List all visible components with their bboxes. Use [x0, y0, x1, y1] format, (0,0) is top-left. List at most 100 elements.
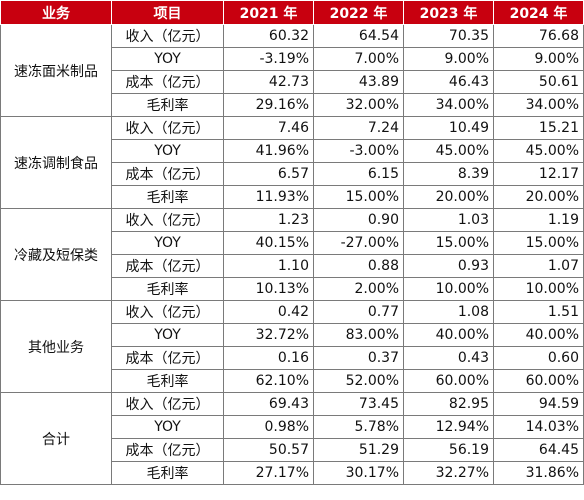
- forecast-table: 业务 项目 2021 年 2022 年 2023 年 2024 年 速冻面米制品…: [0, 0, 584, 485]
- value-cell: 40.00%: [493, 323, 584, 347]
- table-row: 成本（亿元） 42.73 43.89 46.43 50.61: [1, 70, 584, 94]
- metric-label-cell: 收入（亿元）: [111, 392, 224, 416]
- table-row: 冷藏及短保类 收入（亿元） 1.23 0.90 1.03 1.19: [0, 208, 584, 301]
- value-cell: 12.17: [493, 162, 584, 186]
- business-name-cell: 速冻面米制品: [0, 24, 112, 117]
- value-cell: 40.00%: [403, 323, 494, 347]
- table-row: YOY -3.19% 7.00% 9.00% 9.00%: [1, 47, 584, 71]
- value-cell: -27.00%: [313, 231, 404, 255]
- value-cell: 42.73: [223, 70, 314, 94]
- header-item: 项目: [111, 0, 224, 25]
- value-cell: 20.00%: [493, 185, 584, 209]
- value-cell: 1.10: [223, 254, 314, 278]
- metric-label-cell: 成本（亿元）: [111, 70, 224, 94]
- header-year-2022: 2022 年: [313, 0, 404, 25]
- value-cell: 29.16%: [223, 93, 314, 117]
- value-cell: 1.08: [403, 300, 494, 324]
- metric-label-cell: YOY: [111, 47, 224, 71]
- header-year-2023: 2023 年: [403, 0, 494, 25]
- metric-label-cell: 毛利率: [111, 461, 224, 485]
- metric-label-cell: YOY: [111, 415, 224, 439]
- table-row: 毛利率 27.17% 30.17% 32.27% 31.86%: [1, 461, 584, 485]
- value-cell: 0.98%: [223, 415, 314, 439]
- table-row: YOY 0.98% 5.78% 12.94% 14.03%: [1, 415, 584, 439]
- value-cell: 7.24: [313, 116, 404, 140]
- value-cell: 15.00%: [493, 231, 584, 255]
- header-business: 业务: [0, 0, 112, 25]
- table-row: 成本（亿元） 0.16 0.37 0.43 0.60: [1, 346, 584, 370]
- value-cell: 20.00%: [403, 185, 494, 209]
- value-cell: 30.17%: [313, 461, 404, 485]
- value-cell: 64.45: [493, 438, 584, 462]
- value-cell: 34.00%: [493, 93, 584, 117]
- value-cell: 15.21: [493, 116, 584, 140]
- metric-label-cell: 收入（亿元）: [111, 300, 224, 324]
- value-cell: -3.19%: [223, 47, 314, 71]
- value-cell: 12.94%: [403, 415, 494, 439]
- metric-label-cell: YOY: [111, 139, 224, 163]
- business-name-cell: 冷藏及短保类: [0, 208, 112, 301]
- value-cell: 15.00%: [403, 231, 494, 255]
- metric-label-cell: 收入（亿元）: [111, 116, 224, 140]
- table-row: 速冻面米制品 收入（亿元） 60.32 64.54 70.35 76.68: [0, 24, 584, 117]
- value-cell: 94.59: [493, 392, 584, 416]
- value-cell: 0.16: [223, 346, 314, 370]
- metric-label-cell: 毛利率: [111, 185, 224, 209]
- value-cell: 64.54: [313, 24, 404, 48]
- value-cell: 62.10%: [223, 369, 314, 393]
- value-cell: 0.90: [313, 208, 404, 232]
- metric-label-cell: 收入（亿元）: [111, 208, 224, 232]
- value-cell: 0.43: [403, 346, 494, 370]
- value-cell: 1.03: [403, 208, 494, 232]
- value-cell: 69.43: [223, 392, 314, 416]
- table-body: 速冻面米制品 收入（亿元） 60.32 64.54 70.35 76.68 YOY -3.19…: [0, 24, 584, 485]
- table-row: 合计 收入（亿元） 69.43 73.45 82.95 94.59: [0, 392, 584, 485]
- metric-label-cell: 成本（亿元）: [111, 162, 224, 186]
- value-cell: 1.07: [493, 254, 584, 278]
- value-cell: 70.35: [403, 24, 494, 48]
- value-cell: 32.72%: [223, 323, 314, 347]
- value-cell: 32.27%: [403, 461, 494, 485]
- value-cell: 1.51: [493, 300, 584, 324]
- value-cell: 31.86%: [493, 461, 584, 485]
- table-row: 毛利率 10.13% 2.00% 10.00% 10.00%: [1, 277, 584, 301]
- value-cell: 32.00%: [313, 93, 404, 117]
- metric-label-cell: YOY: [111, 323, 224, 347]
- value-cell: 50.61: [493, 70, 584, 94]
- metric-label-cell: YOY: [111, 231, 224, 255]
- value-cell: 0.37: [313, 346, 404, 370]
- value-cell: 9.00%: [403, 47, 494, 71]
- header-year-2024: 2024 年: [493, 0, 584, 25]
- value-cell: 14.03%: [493, 415, 584, 439]
- table-row: 其他业务 收入（亿元） 0.42 0.77 1.08 1.51: [0, 300, 584, 393]
- metric-label-cell: 毛利率: [111, 93, 224, 117]
- value-cell: 73.45: [313, 392, 404, 416]
- value-cell: 52.00%: [313, 369, 404, 393]
- value-cell: 50.57: [223, 438, 314, 462]
- metric-label-cell: 收入（亿元）: [111, 24, 224, 48]
- value-cell: 83.00%: [313, 323, 404, 347]
- value-cell: 60.32: [223, 24, 314, 48]
- value-cell: 0.42: [223, 300, 314, 324]
- value-cell: 0.60: [493, 346, 584, 370]
- value-cell: 40.15%: [223, 231, 314, 255]
- value-cell: 8.39: [403, 162, 494, 186]
- value-cell: 60.00%: [493, 369, 584, 393]
- value-cell: 6.15: [313, 162, 404, 186]
- value-cell: -3.00%: [313, 139, 404, 163]
- table-row: 毛利率 29.16% 32.00% 34.00% 34.00%: [1, 93, 584, 117]
- metric-label-cell: 成本（亿元）: [111, 438, 224, 462]
- business-name-cell: 合计: [0, 392, 112, 485]
- table-row: 成本（亿元） 6.57 6.15 8.39 12.17: [1, 162, 584, 186]
- table-row: YOY 32.72% 83.00% 40.00% 40.00%: [1, 323, 584, 347]
- metric-label-cell: 毛利率: [111, 369, 224, 393]
- value-cell: 6.57: [223, 162, 314, 186]
- value-cell: 0.93: [403, 254, 494, 278]
- value-cell: 1.23: [223, 208, 314, 232]
- value-cell: 45.00%: [493, 139, 584, 163]
- value-cell: 41.96%: [223, 139, 314, 163]
- value-cell: 82.95: [403, 392, 494, 416]
- metric-label-cell: 成本（亿元）: [111, 346, 224, 370]
- value-cell: 27.17%: [223, 461, 314, 485]
- value-cell: 10.49: [403, 116, 494, 140]
